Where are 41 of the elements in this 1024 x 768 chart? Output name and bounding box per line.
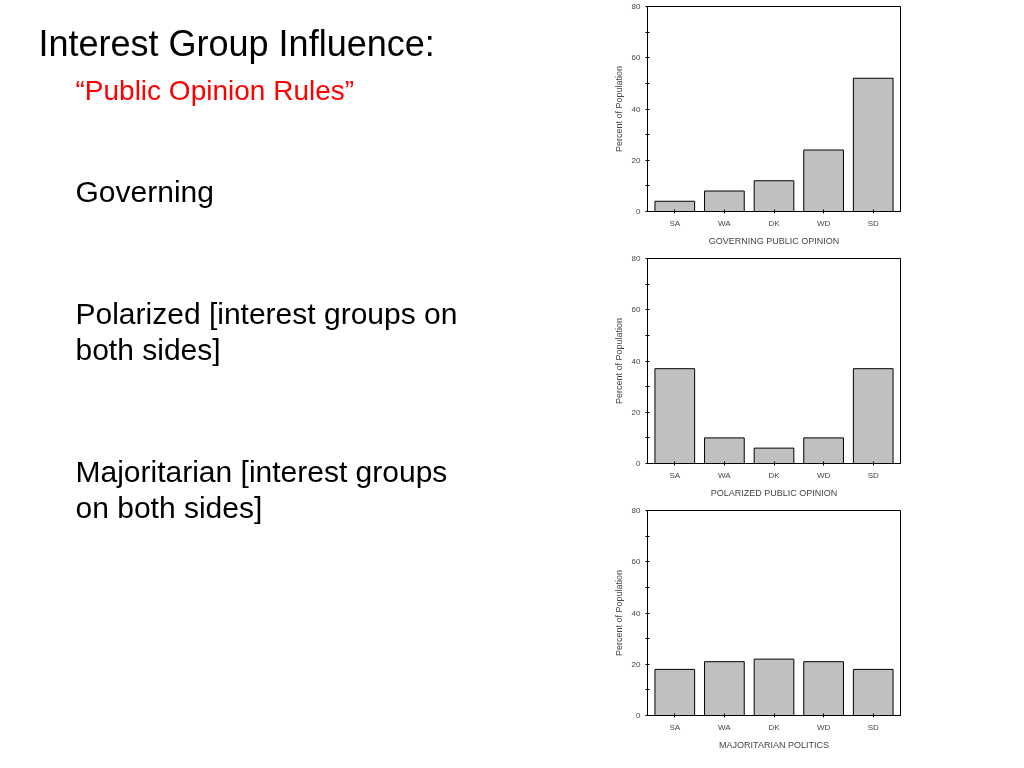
x-tick-label: DK xyxy=(768,470,781,480)
y-tick-label: 20 xyxy=(631,659,642,669)
x-axis-title: MAJORITARIAN POLITICS xyxy=(719,739,829,750)
y-axis-title: Percent of Population xyxy=(613,569,624,657)
x-tick-label: DK xyxy=(768,722,781,732)
x-tick-label: DK xyxy=(768,218,781,228)
x-tick-label: WA xyxy=(718,470,732,480)
text: Majoritarian [interest groups on both sides] xyxy=(75,454,448,524)
x-tick-label: SD xyxy=(867,218,879,228)
y-tick-label: 80 xyxy=(631,2,642,11)
x-axis-title: GOVERNING PUBLIC OPINION xyxy=(708,235,840,246)
y-axis-title: Percent of Population xyxy=(613,65,624,153)
x-tick-label: SD xyxy=(867,470,879,480)
y-tick-label: 0 xyxy=(636,207,642,216)
y-tick-label: 20 xyxy=(631,407,642,417)
x-tick-label: WD xyxy=(816,470,831,480)
y-tick-label: 40 xyxy=(631,104,642,114)
x-tick-label: WD xyxy=(816,218,831,228)
y-tick-label: 80 xyxy=(631,506,642,515)
y-tick-label: 20 xyxy=(631,155,642,165)
x-tick-label: WA xyxy=(718,722,732,732)
y-tick-label: 60 xyxy=(631,305,642,315)
x-tick-label: WD xyxy=(816,722,831,732)
text: Interest Group Influence: xyxy=(38,22,435,64)
y-tick-label: 0 xyxy=(636,459,642,468)
y-tick-label: 40 xyxy=(631,356,642,366)
y-tick-label: 40 xyxy=(631,608,642,618)
text: Polarized [interest groups on both sides] xyxy=(75,296,458,366)
x-tick-label: SD xyxy=(867,722,879,732)
x-tick-label: SA xyxy=(669,218,681,228)
y-axis-title: Percent of Population xyxy=(613,317,624,405)
x-tick-label: SA xyxy=(669,722,681,732)
x-axis-title: POLARIZED PUBLIC OPINION xyxy=(710,487,838,498)
y-tick-label: 60 xyxy=(631,53,642,63)
text: Governing xyxy=(75,174,214,208)
y-tick-label: 60 xyxy=(631,557,642,567)
y-tick-label: 80 xyxy=(631,254,642,263)
x-tick-label: SA xyxy=(669,470,681,480)
x-tick-label: WA xyxy=(718,218,732,228)
y-tick-label: 0 xyxy=(636,711,642,720)
text: “Public Opinion Rules” xyxy=(75,74,355,106)
